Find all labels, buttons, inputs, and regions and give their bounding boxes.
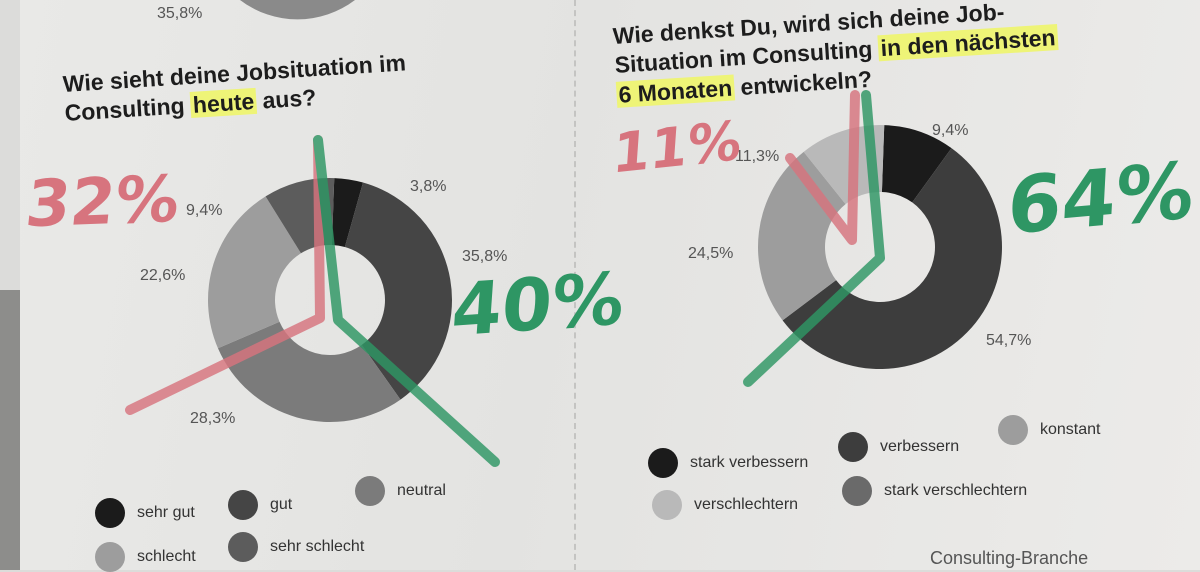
chart1-label-gut: 35,8% (462, 248, 508, 265)
chart2-label-konstant: 24,5% (688, 245, 734, 262)
legend-swatch (355, 476, 385, 506)
chart2-marker-green-text: 64% (1005, 145, 1196, 253)
legend-label: stark verbessern (690, 454, 809, 471)
chart1-legend-neutral: neutral (355, 476, 446, 506)
chart2-label-verbessern: 54,7% (986, 332, 1032, 349)
chart1-marker-green-text: 40% (449, 255, 627, 353)
chart1-legend-gut: gut (228, 490, 292, 520)
legend-swatch (652, 490, 682, 520)
legend-swatch (648, 448, 678, 478)
chart2-legend-verschlechtern: verschlechtern (652, 490, 798, 520)
previous-chart-label: 35,8% (157, 5, 203, 22)
chart1-label-sehr-schlecht: 9,4% (186, 202, 223, 219)
donut-slice-verbessern (782, 148, 1003, 370)
page-fold-line (574, 0, 576, 570)
legend-label: verschlechtern (694, 496, 799, 513)
legend-label: konstant (1040, 421, 1101, 438)
legend-swatch (842, 476, 872, 506)
donut-slice-stark-verbessern (881, 125, 952, 203)
chart2-label-verschlechtern: 11,3% (735, 148, 780, 165)
chart1-legend-sehr-schlecht: sehr schlecht (228, 532, 364, 562)
legend-swatch (838, 432, 868, 462)
donut-slice-schlecht (208, 196, 301, 349)
footer-text: Consulting-Branche (930, 548, 1089, 568)
legend-label: verbessern (880, 438, 960, 455)
legend-label: schlecht (137, 548, 196, 565)
legend-swatch (95, 498, 125, 528)
chart2-legend-stark-verbessern: stark verbessern (648, 448, 808, 478)
donut-slice-konstant (757, 151, 846, 321)
chart1-label-sehr-gut: 3,8% (410, 178, 447, 195)
page-edge-strip (0, 290, 22, 570)
donut-slice-sehr-gut (331, 178, 364, 248)
legend-label: sehr gut (137, 504, 195, 521)
legend-swatch (95, 542, 125, 572)
chart2-legend-stark-verschlechtern: stark verschlechtern (842, 476, 1027, 506)
donut-slice-verschlechtern (803, 125, 885, 205)
legend-label: stark verschlechtern (884, 482, 1028, 499)
chart2-legend-verbessern: verbessern (838, 432, 959, 462)
legend-label: gut (270, 496, 293, 513)
chart2-legend-konstant: konstant (998, 415, 1100, 445)
legend-swatch (228, 490, 258, 520)
legend-label: sehr schlecht (270, 538, 365, 555)
legend-swatch (228, 532, 258, 562)
legend-label: neutral (397, 482, 446, 499)
chart1-label-schlecht: 22,6% (140, 267, 186, 284)
chart1-legend-sehr-gut: sehr gut (95, 498, 195, 528)
chart2-label-stark-verbessern: 9,4% (932, 122, 969, 139)
legend-swatch (998, 415, 1028, 445)
chart1-label-neutral: 28,3% (190, 410, 236, 427)
chart1-legend-schlecht: schlecht (95, 542, 196, 572)
chart1-marker-red-text: 32% (22, 162, 184, 243)
